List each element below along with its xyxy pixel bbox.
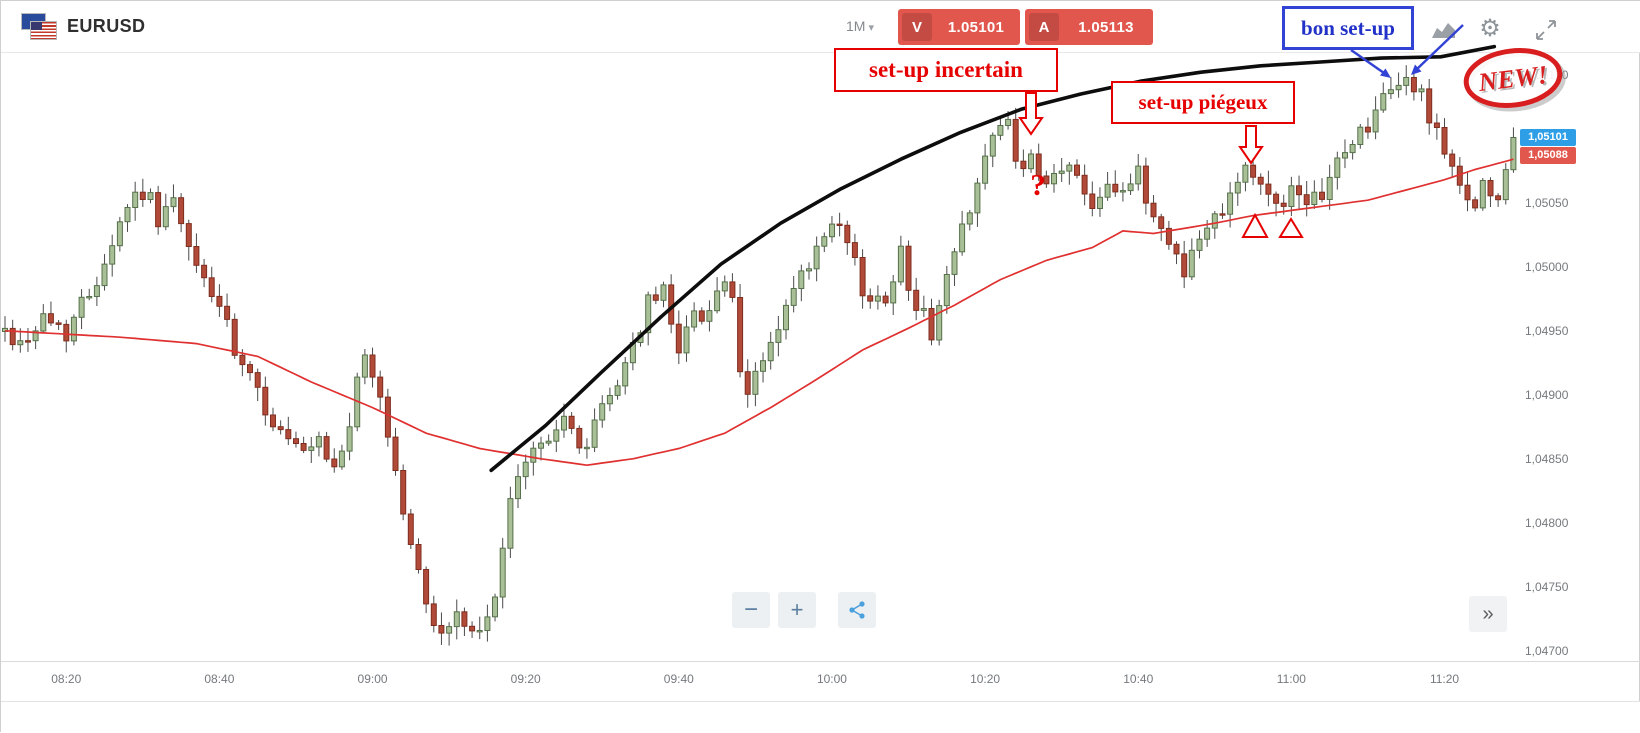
candles-layer [2,65,1517,646]
sell-button[interactable]: V 1.05101 [898,9,1020,45]
ask-price: 1.05113 [1078,18,1134,36]
price-axis-label: 1,05150 [1525,67,1569,82]
time-axis-label: 08:20 [51,672,82,686]
sell-tag: V [902,13,932,41]
trendline [489,44,1497,473]
down-arrow-trap-icon [1238,125,1264,165]
time-axis: 08:20 08:40 09:00 09:20 09:40 10:00 10:20 10:40… [1,661,1640,701]
price-axis-label: 1,04950 [1525,323,1569,338]
instrument-flag-icon [21,13,59,41]
triangle-marker-icon [1278,217,1304,238]
zoom-in-button[interactable]: + [778,592,816,628]
share-button[interactable] [838,592,876,628]
time-axis-label: 10:00 [816,672,847,686]
price-axis-label: 1,04800 [1525,515,1569,530]
blue-arrowhead-icon [1411,64,1422,75]
triangle-marker-icon [1241,212,1269,238]
chevron-down-icon: ▾ [868,22,874,34]
time-axis-label: 09:40 [663,672,694,686]
time-axis-label: 09:20 [510,672,541,686]
annotation-trap: set-up piégeux [1111,81,1295,124]
time-axis-label: 11:20 [1429,672,1460,686]
expand-button[interactable] [1531,15,1561,45]
price-axis-label: 1,04850 [1525,451,1569,466]
annotation-uncertain: set-up incertain [834,48,1058,92]
time-axis-label: 11:00 [1276,672,1306,686]
gear-icon: ⚙ [1479,14,1501,42]
time-axis-label: 08:40 [204,672,235,686]
timeframe-dropdown[interactable]: 1M ▾ [846,18,874,34]
blue-arrow-line [1350,49,1385,74]
zoom-out-button[interactable]: − [732,592,770,628]
blue-arrowhead-icon [1380,68,1391,78]
us-flag-icon [30,21,57,40]
annotation-good: bon set-up [1282,6,1414,50]
price-axis-label: 1,04750 [1525,579,1569,594]
bid-price: 1.05101 [947,18,1005,36]
moving-average-line [4,158,1514,467]
chart-type-button[interactable] [1429,15,1459,45]
share-icon [849,601,865,619]
price-axis-label: 1,04900 [1525,387,1569,402]
ma-price-tag: 1,05088 [1520,147,1576,164]
time-axis-label: 10:20 [970,672,1001,686]
question-mark-annotation: ? [1030,167,1046,202]
us-flag-canton [31,22,42,30]
expand-icon [1536,20,1556,40]
settings-button[interactable]: ⚙ [1475,13,1505,43]
buy-tag: A [1029,13,1059,41]
price-axis-label: 1,05000 [1525,259,1569,274]
collapse-button[interactable]: » [1469,596,1507,632]
bottom-strip [1,701,1640,732]
timeframe-label: 1M [846,18,866,34]
time-axis-label: 09:00 [357,672,388,686]
symbol-title: EURUSD [67,16,146,36]
price-axis-label: 1,04700 [1525,643,1569,658]
area-chart-icon [1432,23,1455,38]
price-axis-label: 1,05050 [1525,195,1569,210]
down-arrow-uncertain-icon [1018,92,1044,136]
current-price-tag: 1,05101 [1520,129,1576,146]
time-axis-label: 10:40 [1123,672,1154,686]
buy-button[interactable]: A 1.05113 [1025,9,1153,45]
